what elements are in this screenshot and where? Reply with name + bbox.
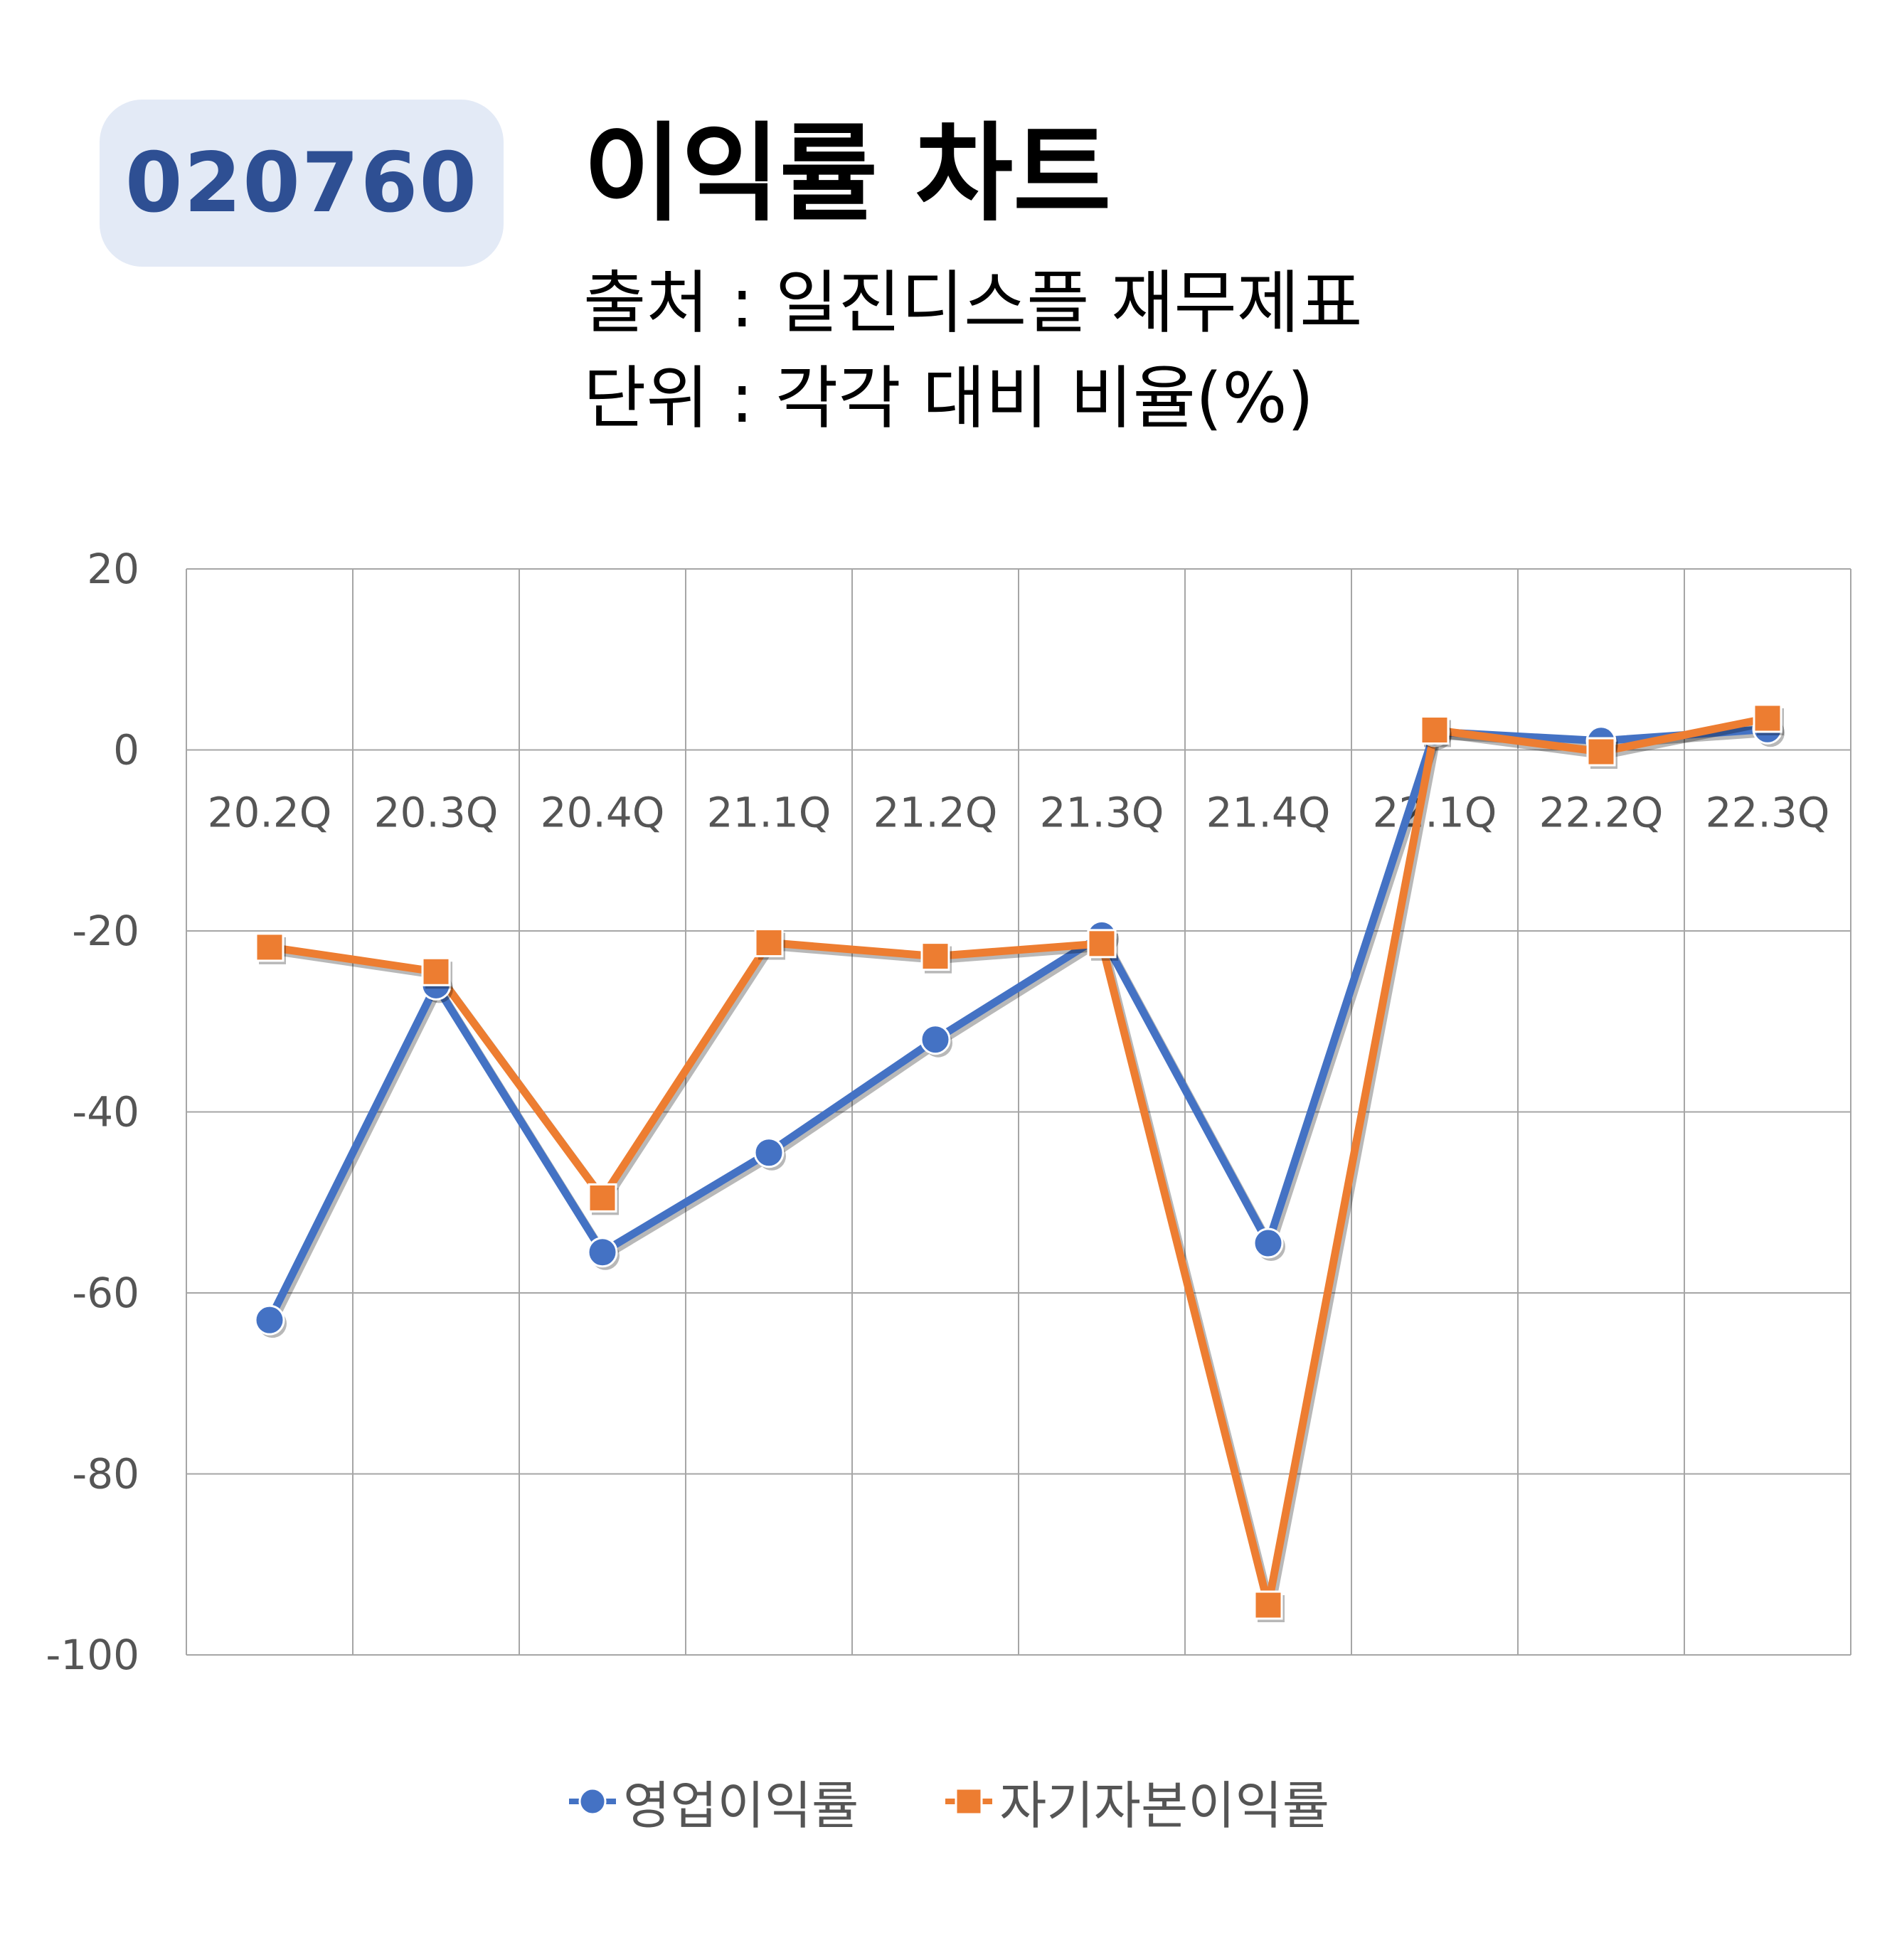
legend-item-series1: 영업이익률 [568,1764,859,1838]
chart-title: 이익률 차트 [583,112,1112,236]
data-point-circle [753,1137,785,1168]
legend: 영업이익률 자기자본이익률 [0,1764,1897,1838]
data-point-square [1753,703,1782,733]
series-line-shadow [272,718,1772,1613]
x-tick-label: 20.3Q [374,789,499,837]
source-text: 출처 : 일진디스플 재무제표 [583,263,1363,343]
data-point-square [1586,737,1616,767]
x-tick-label: 22.2Q [1539,789,1664,837]
x-tick-label: 21.3Q [1040,789,1164,837]
data-point-square [1087,929,1117,959]
x-tick-label: 21.4Q [1206,789,1331,837]
square-marker-icon [945,1787,993,1815]
x-tick-label: 20.2Q [208,789,332,837]
legend-label-series1: 영업이익률 [623,1776,859,1836]
y-tick-label: -20 [72,907,139,955]
data-point-circle [254,1304,285,1336]
data-point-circle [920,1024,951,1055]
data-point-square [588,1183,617,1213]
x-tick-label: 21.1Q [707,789,831,837]
y-tick-label: -60 [72,1269,139,1317]
circle-marker-icon [569,1787,617,1815]
stock-code: 020760 [124,135,479,231]
y-tick-label: -40 [72,1088,139,1136]
y-tick-label: -80 [72,1450,139,1498]
legend-item-series2: 자기자본이익률 [944,1764,1329,1838]
data-point-square [754,928,784,958]
x-tick-label: 22.3Q [1706,789,1830,837]
x-tick-label: 22.1Q [1373,789,1497,837]
data-point-square [1420,715,1450,745]
y-tick-label: -100 [46,1631,139,1679]
y-tick-label: 20 [87,545,139,593]
series-line [266,725,1768,1322]
data-point-square [920,942,950,971]
data-point-square [421,957,451,986]
line-chart: 20 0 -20 -40 -60 -80 -100 20.2Q 20.3Q 20.4Q 21.1Q 2… [46,545,1851,1679]
data-point-square [255,932,285,962]
unit-text: 단위 : 각각 대비 비율(%) [583,358,1314,438]
legend-label-series2: 자기자본이익률 [999,1776,1329,1836]
series-line [269,714,1769,1609]
x-tick-label: 20.4Q [541,789,665,837]
data-point-circle [587,1237,618,1268]
data-point-square [1253,1590,1283,1620]
stock-code-badge: 020760 [100,100,504,267]
x-tick-label: 21.2Q [873,789,998,837]
y-tick-label: 0 [113,726,139,774]
data-point-circle [1253,1227,1284,1259]
